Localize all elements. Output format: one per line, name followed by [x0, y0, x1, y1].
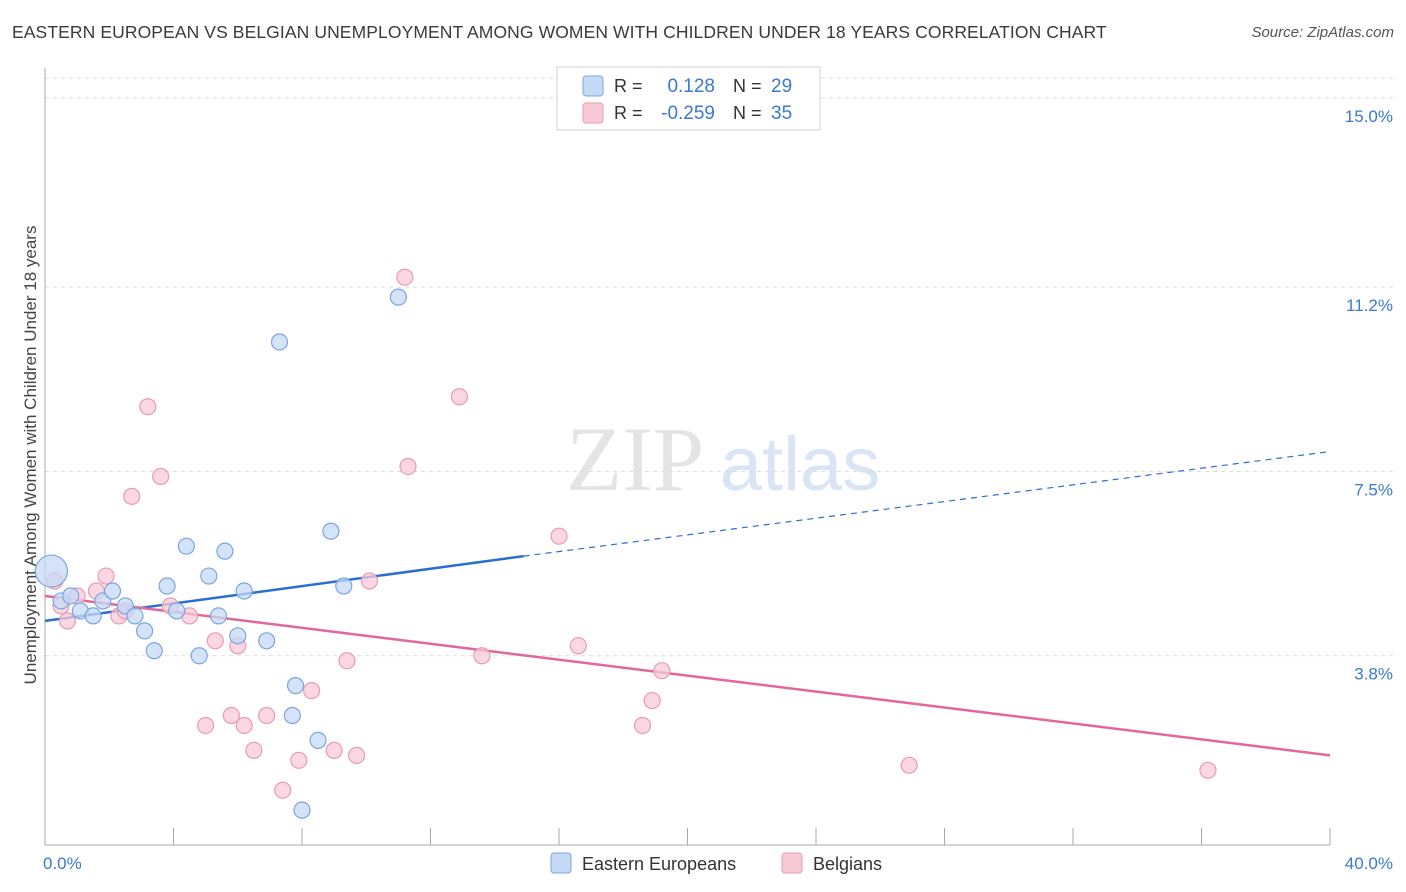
legend-eastern-europeans-label: Eastern Europeans: [582, 854, 736, 874]
belgians-point: [303, 682, 321, 700]
belgians-point: [569, 637, 587, 655]
eastern-europeans-point: [335, 577, 353, 595]
eastern-europeans-point: [389, 288, 407, 306]
stats-legend-n-value: 35: [771, 103, 792, 124]
belgians-point: [360, 572, 379, 590]
stats-legend-swatch: [582, 102, 604, 124]
eastern-europeans-point: [168, 602, 186, 620]
y-tick-label: 3.8%: [1354, 665, 1393, 684]
legend-belgians-swatch: [781, 852, 803, 874]
x-tick-label-max: 40.0%: [1345, 854, 1393, 873]
belgians-point: [399, 457, 417, 476]
belgians-point: [290, 751, 308, 769]
eastern-europeans-point: [293, 801, 311, 819]
belgians-point: [123, 487, 141, 505]
eastern-europeans-point: [177, 537, 195, 555]
eastern-europeans-point: [126, 607, 144, 625]
eastern-europeans-point: [190, 647, 208, 665]
eastern-europeans-point: [209, 607, 228, 625]
belgians-point: [197, 716, 215, 735]
eastern-europeans-point: [286, 677, 305, 695]
belgians-point: [152, 467, 170, 486]
watermark-zip: ZIP: [566, 408, 704, 510]
chart-source: Source: ZipAtlas.com: [1251, 24, 1394, 41]
eastern-europeans-point: [145, 642, 163, 660]
belgians-point: [274, 781, 292, 799]
eastern-europeans-point: [135, 622, 154, 640]
y-axis-label-group: Unemployment Among Women with Children U…: [21, 226, 40, 685]
belgians-point: [139, 398, 157, 416]
belgians-point: [338, 652, 356, 670]
eastern-europeans-point: [283, 706, 301, 725]
data-points: [34, 268, 1217, 819]
watermark-atlas: atlas: [720, 422, 881, 507]
stats-legend-n-label: N =: [733, 76, 762, 96]
eastern-europeans-point: [322, 522, 340, 540]
axes: 0.0% 40.0%: [43, 68, 1393, 873]
belgians-point: [222, 706, 240, 725]
eastern-europeans-point: [216, 542, 234, 560]
belgians-point: [58, 612, 77, 630]
stats-legend-r-label: R =: [614, 103, 643, 123]
belgians-point: [396, 268, 414, 286]
eastern-europeans-trend-extension: [523, 450, 1331, 557]
eastern-europeans-point: [84, 607, 102, 625]
y-axis-title: Unemployment Among Women with Children U…: [21, 226, 40, 685]
chart-title: EASTERN EUROPEAN VS BELGIAN UNEMPLOYMENT…: [12, 22, 1107, 42]
eastern-europeans-point: [270, 333, 289, 351]
belgians-point: [633, 716, 652, 735]
belgians-point: [97, 567, 115, 585]
belgians-point: [235, 716, 253, 735]
y-tick-label: 11.2%: [1346, 296, 1393, 315]
x-tick-label-min: 0.0%: [43, 854, 82, 873]
eastern-europeans-point: [103, 582, 122, 600]
eastern-europeans-point: [235, 582, 253, 600]
eastern-europeans-point: [258, 632, 276, 650]
belgians-point: [325, 741, 343, 759]
stats-legend-r-label: R =: [614, 76, 643, 96]
belgians-trend-line: [44, 594, 1331, 757]
y-tick-label: 7.5%: [1354, 480, 1393, 499]
belgians-point: [550, 527, 568, 545]
belgians-point: [653, 662, 671, 680]
eastern-europeans-point: [158, 577, 176, 595]
eastern-europeans-point: [62, 587, 80, 605]
belgians-point: [900, 756, 918, 774]
belgians-point: [473, 647, 491, 665]
eastern-europeans-point: [200, 567, 218, 585]
belgians-point: [245, 741, 263, 759]
series-legend: Eastern Europeans Belgians: [550, 852, 882, 874]
legend-belgians-label: Belgians: [813, 854, 882, 874]
belgians-point: [258, 706, 276, 725]
belgians-point: [643, 691, 661, 710]
legend-eastern-europeans-swatch: [550, 852, 572, 874]
stats-legend-r-value: 0.128: [667, 76, 715, 97]
eastern-europeans-point: [309, 731, 327, 750]
eastern-europeans-point: [34, 554, 69, 588]
stats-legend: R = 0.128 N = 29 R = -0.259 N = 35: [556, 66, 821, 131]
stats-legend-swatch: [582, 75, 604, 97]
belgians-point: [1199, 761, 1217, 779]
belgians-point: [348, 746, 366, 764]
belgians-point: [450, 388, 469, 406]
y-tick-label: 15.0%: [1345, 107, 1393, 126]
eastern-europeans-point: [229, 627, 247, 645]
stats-legend-n-value: 29: [771, 76, 792, 97]
belgians-point: [206, 632, 224, 650]
stats-legend-n-label: N =: [733, 103, 762, 123]
stats-legend-r-value: -0.259: [661, 103, 715, 124]
